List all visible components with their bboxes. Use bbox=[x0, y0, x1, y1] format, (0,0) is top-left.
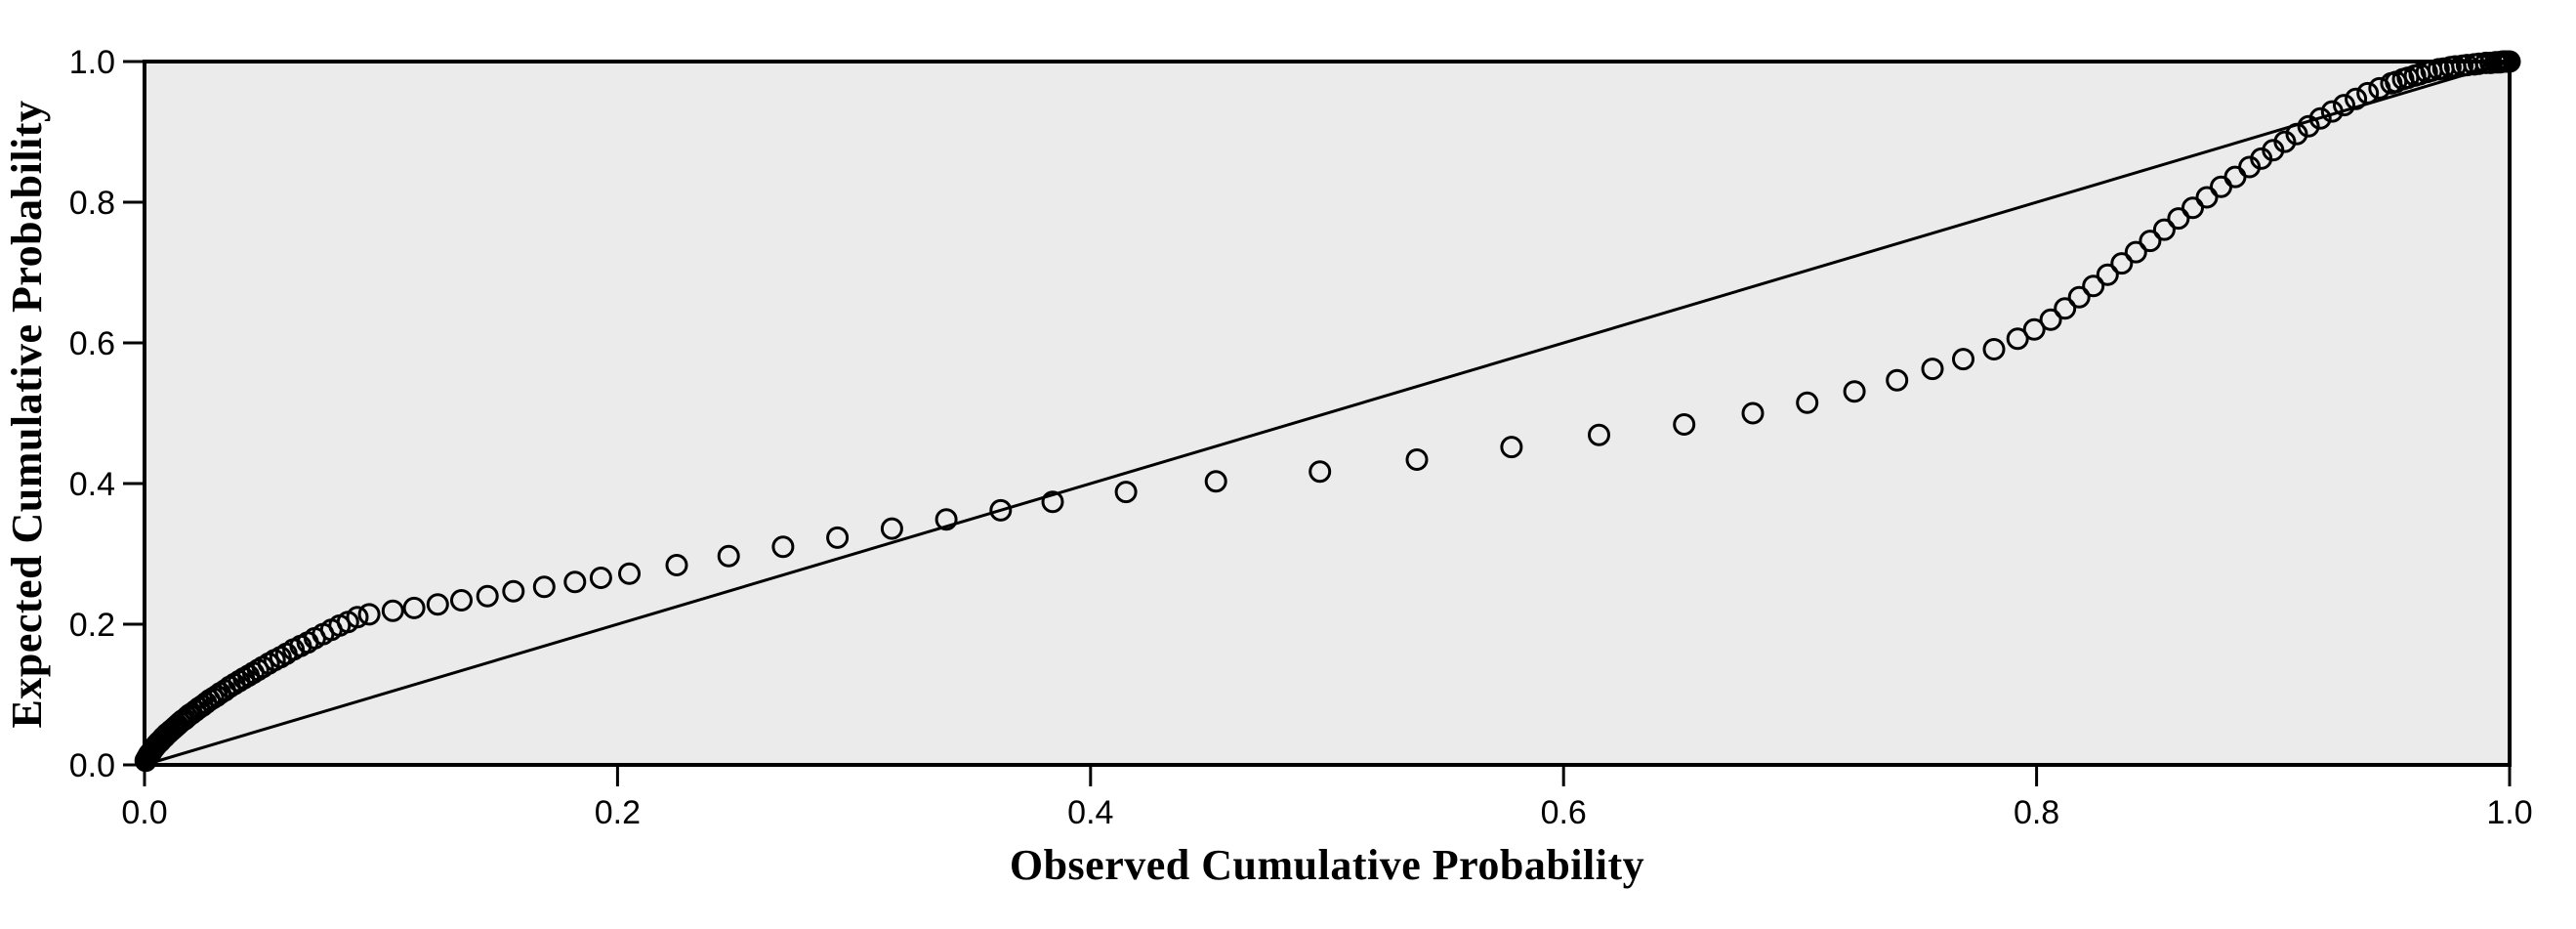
scatter-point bbox=[1886, 368, 1909, 392]
scatter-point bbox=[1673, 413, 1696, 436]
scatter-point bbox=[826, 526, 850, 549]
scatter-point bbox=[935, 508, 958, 531]
scatter-point bbox=[1204, 470, 1227, 493]
scatter-point bbox=[1921, 358, 1944, 381]
scatter-point bbox=[989, 498, 1013, 522]
scatter-point bbox=[589, 567, 612, 589]
scatter-point bbox=[665, 554, 688, 576]
scatter-point bbox=[1500, 436, 1523, 459]
scatter-point bbox=[346, 606, 369, 629]
scatter-point bbox=[1796, 391, 1819, 414]
scatter-point bbox=[2139, 230, 2162, 253]
scatter-point bbox=[2167, 207, 2190, 231]
scatter-point bbox=[1952, 348, 1974, 371]
scatter-point bbox=[532, 575, 556, 599]
scatter-point bbox=[502, 579, 525, 603]
scatter-point bbox=[2181, 196, 2204, 220]
x-tick-label: 1.0 bbox=[2486, 794, 2532, 831]
scatter-point bbox=[717, 544, 740, 568]
scatter-point bbox=[2152, 218, 2176, 241]
x-tick-label: 0.2 bbox=[595, 794, 641, 831]
scatter-point bbox=[1588, 423, 1610, 446]
scatter-point bbox=[2082, 274, 2105, 298]
x-tick-label: 0.6 bbox=[1541, 794, 1587, 831]
scatter-point bbox=[1843, 380, 1866, 403]
x-tick-label: 0.4 bbox=[1067, 794, 1113, 831]
y-tick-label: 1.0 bbox=[69, 44, 115, 81]
scatter-point bbox=[2273, 130, 2297, 153]
scatter-point bbox=[2054, 297, 2077, 320]
scatter-point bbox=[2285, 122, 2308, 146]
y-axis-title: Expected Cumulative Probability bbox=[3, 100, 51, 729]
scatter-point bbox=[2067, 285, 2091, 309]
plot-border bbox=[143, 60, 2512, 767]
scatter-point bbox=[2333, 94, 2355, 117]
scatter-point bbox=[1041, 490, 1064, 514]
scatter-point bbox=[563, 570, 587, 594]
scatter-point bbox=[2039, 308, 2062, 331]
x-tick-label: 0.8 bbox=[2014, 794, 2059, 831]
x-tick-label: 0.0 bbox=[121, 794, 167, 831]
scatter-point bbox=[2308, 106, 2332, 130]
scatter-point bbox=[1741, 401, 1765, 425]
scatter-point bbox=[2195, 186, 2219, 209]
scatter-point bbox=[2297, 114, 2320, 138]
scatter-point bbox=[2320, 100, 2344, 123]
scatter-point bbox=[618, 562, 641, 585]
scatter-point bbox=[476, 584, 499, 608]
scatter-point bbox=[426, 593, 449, 616]
y-tick-label: 0.0 bbox=[69, 747, 115, 784]
scatter-point bbox=[1405, 448, 1429, 471]
scatter-point bbox=[2498, 50, 2521, 73]
scatter-point bbox=[1309, 460, 1332, 484]
x-axis-title: Observed Cumulative Probability bbox=[1009, 841, 1645, 889]
scatter-point bbox=[1982, 338, 2006, 360]
diagonal-reference-line bbox=[144, 60, 2511, 767]
scatter-point bbox=[402, 596, 426, 619]
scatter-point bbox=[2356, 81, 2380, 105]
scatter-point bbox=[2006, 327, 2029, 351]
scatter-point bbox=[2110, 252, 2134, 275]
y-tick-label: 0.2 bbox=[69, 607, 115, 644]
scatter-point bbox=[381, 599, 404, 622]
scatter-point bbox=[880, 517, 903, 540]
scatter-point bbox=[2022, 317, 2046, 341]
scatter-point bbox=[357, 603, 381, 626]
scatter-point bbox=[2345, 87, 2368, 110]
y-tick-label: 0.6 bbox=[69, 325, 115, 362]
scatter-point bbox=[2096, 263, 2119, 286]
scatter-point bbox=[771, 535, 795, 559]
y-tick-label: 0.4 bbox=[69, 466, 115, 503]
scatter-point bbox=[450, 589, 473, 612]
scatter-point bbox=[2124, 240, 2147, 264]
scatter-point bbox=[1114, 481, 1138, 504]
y-tick-label: 0.8 bbox=[69, 185, 115, 222]
